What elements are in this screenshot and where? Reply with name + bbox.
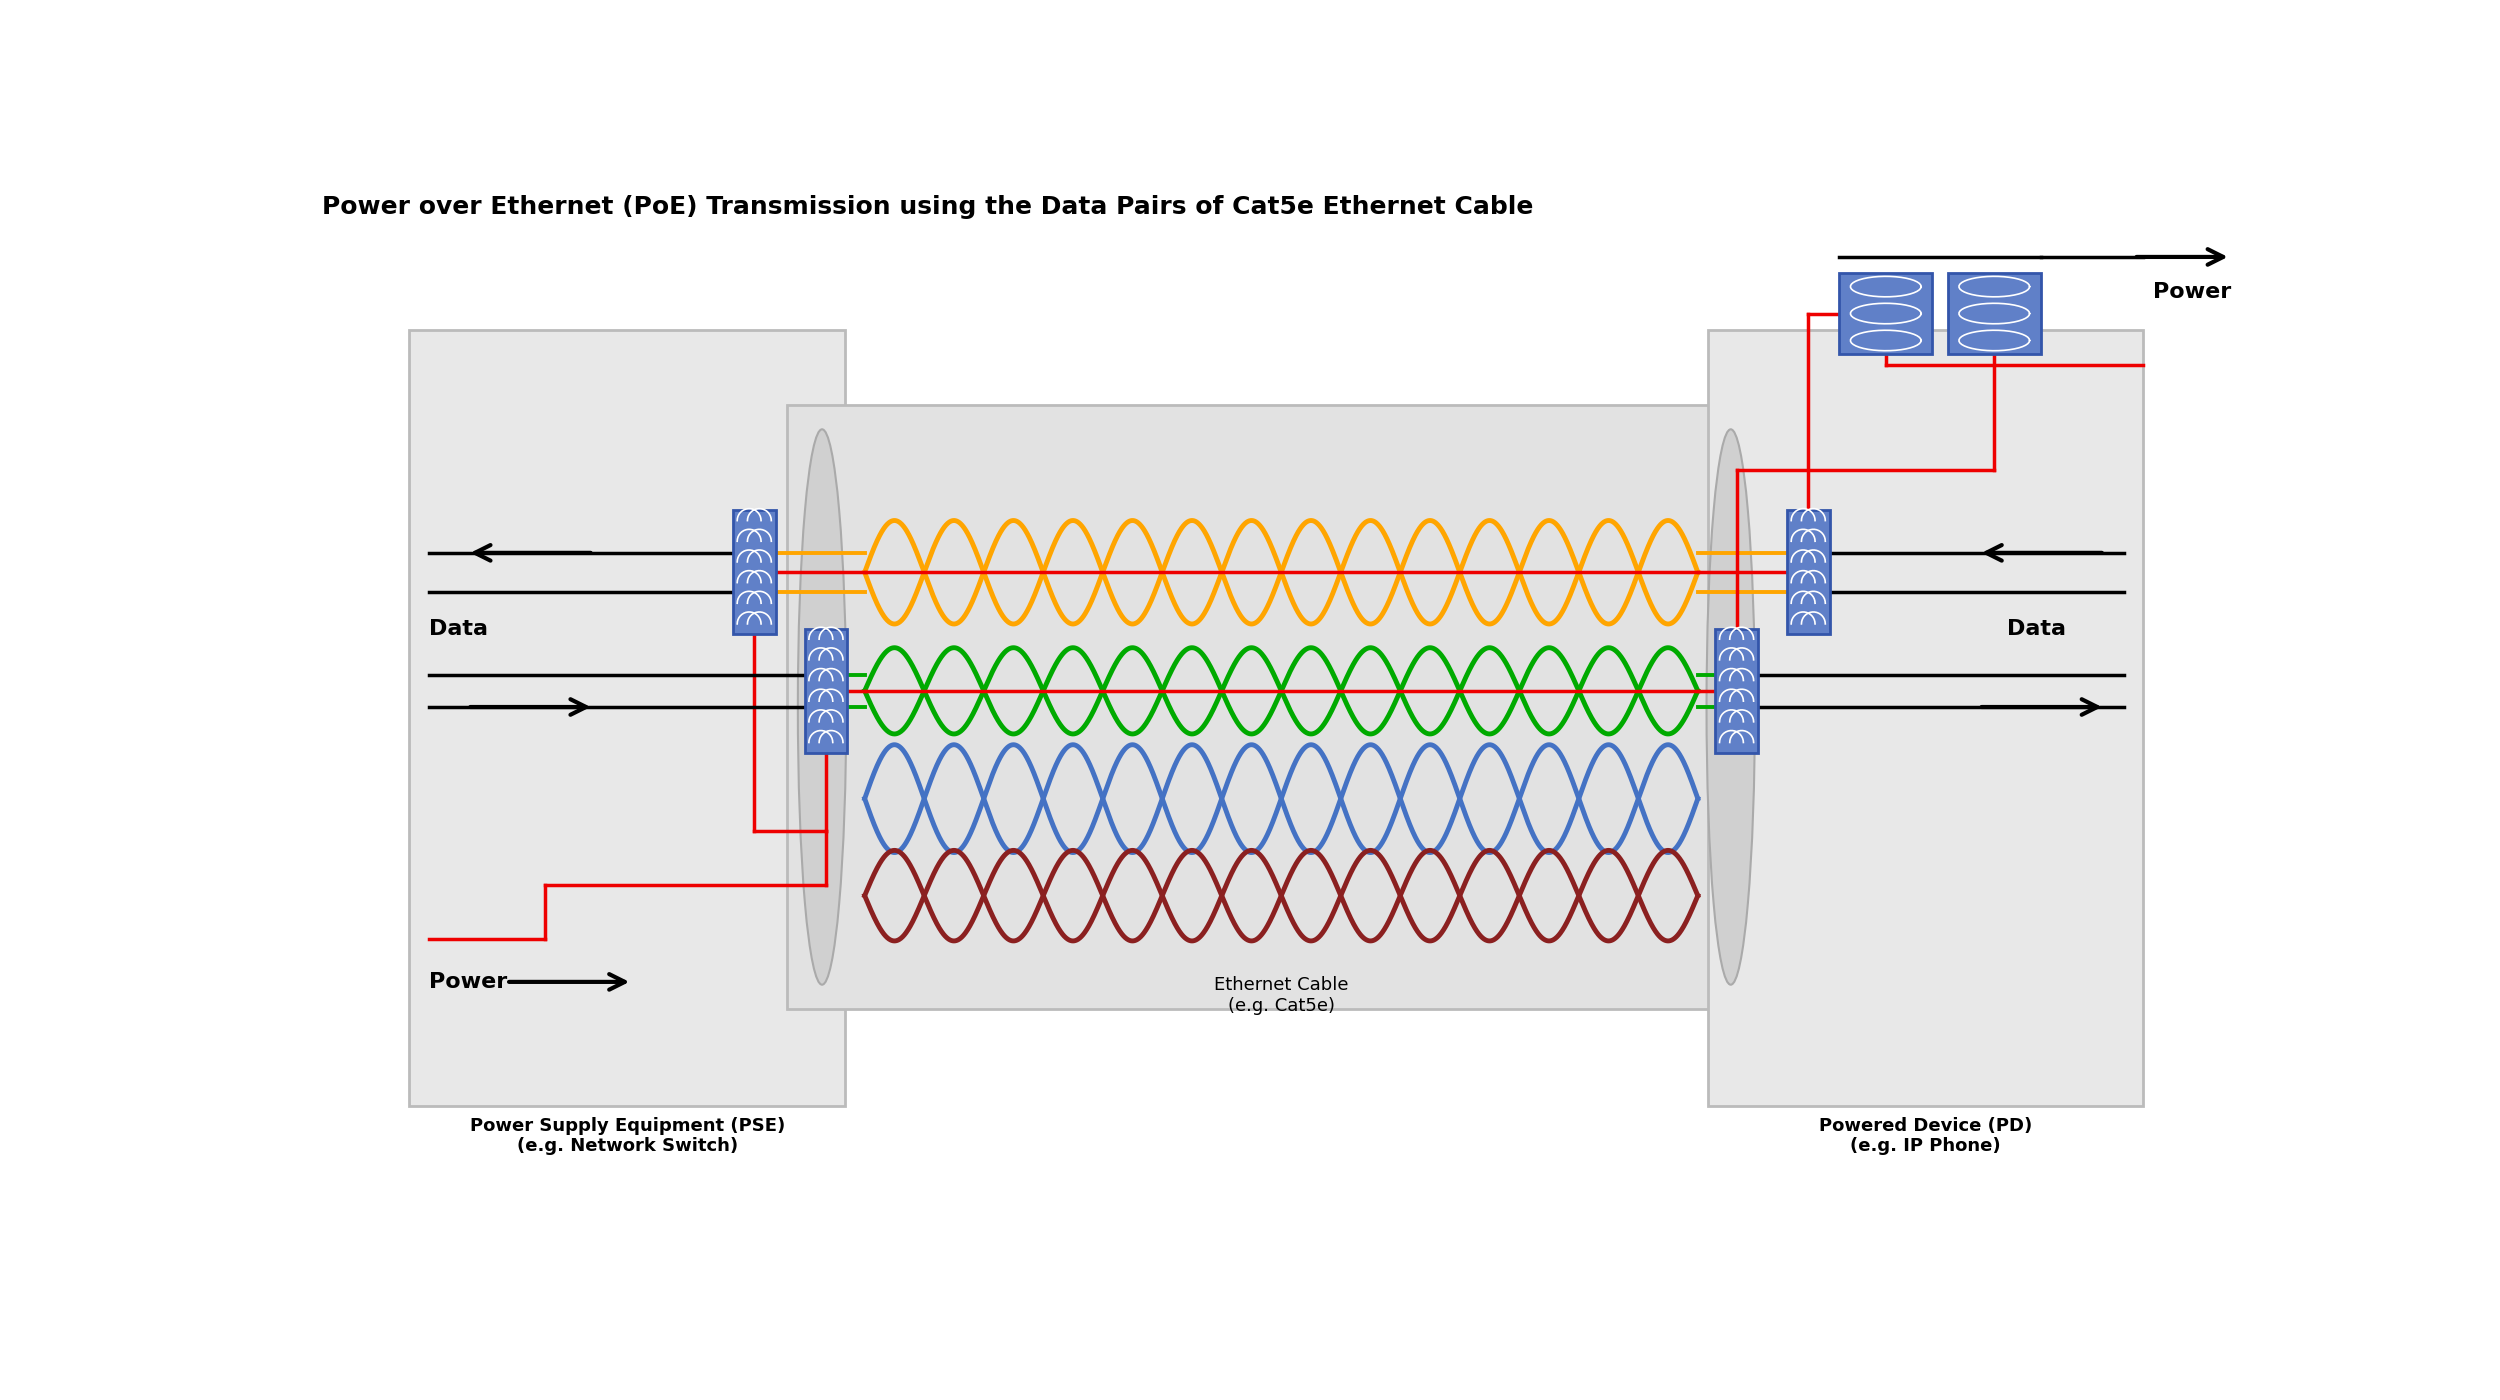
Text: Powered Device (PD)
(e.g. IP Phone): Powered Device (PD) (e.g. IP Phone) (1820, 1117, 2032, 1155)
Bar (1708, 330, 2142, 1106)
Bar (1840, 273, 1932, 354)
Text: Power: Power (2152, 281, 2232, 302)
Ellipse shape (1708, 430, 1755, 984)
Bar (788, 405, 1765, 1009)
Ellipse shape (798, 430, 848, 984)
Text: Power Supply Equipment (PSE)
(e.g. Network Switch): Power Supply Equipment (PSE) (e.g. Netwo… (470, 1117, 785, 1155)
Text: Ethernet Cable
(e.g. Cat5e): Ethernet Cable (e.g. Cat5e) (1215, 977, 1348, 1015)
Bar (805, 629, 848, 753)
Bar (1788, 510, 1830, 634)
Bar (410, 330, 845, 1106)
Text: Power over Ethernet (PoE) Transmission using the Data Pairs of Cat5e Ethernet Ca: Power over Ethernet (PoE) Transmission u… (322, 195, 1532, 218)
Bar (732, 510, 775, 634)
Text: Power: Power (430, 972, 508, 991)
Bar (1715, 629, 1758, 753)
Bar (1948, 273, 2040, 354)
Text: Data: Data (2008, 619, 2065, 640)
Text: Data: Data (430, 619, 488, 640)
